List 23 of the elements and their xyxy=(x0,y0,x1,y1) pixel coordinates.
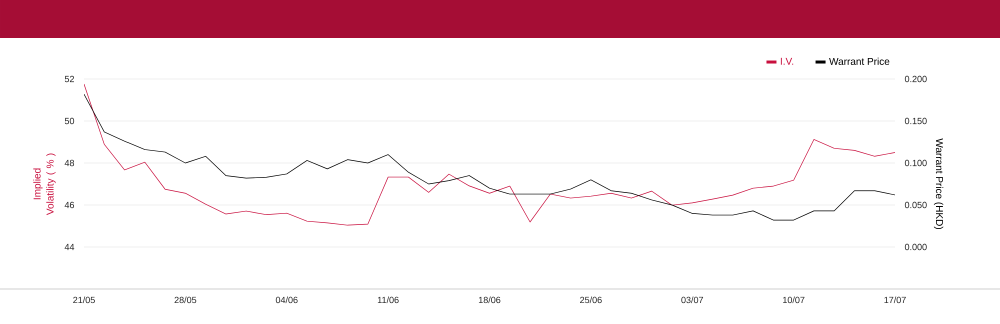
y2-axis-title: Warrant Price (HKD) xyxy=(934,138,944,230)
y2-tick-label: 0.200 xyxy=(904,76,927,82)
y2-tick-label: 0.050 xyxy=(904,202,927,208)
y2-tick-label: 0.150 xyxy=(904,118,927,124)
y-tick-label: 44 xyxy=(64,244,74,250)
x-tick-label: 21/05 xyxy=(73,296,95,304)
x-tick-label: 04/06 xyxy=(276,296,298,304)
legend-label: I.V. xyxy=(780,58,794,65)
y2-tick-label: 0.000 xyxy=(904,244,927,250)
y-tick-label: 48 xyxy=(64,160,74,166)
y-tick-label: 52 xyxy=(64,76,74,82)
y-tick-label: 46 xyxy=(64,202,74,208)
x-tick-label: 28/05 xyxy=(174,296,196,304)
x-tick-label: 25/06 xyxy=(580,296,602,304)
y2-tick-label: 0.100 xyxy=(904,160,927,166)
legend-label: Warrant Price xyxy=(829,58,890,65)
x-tick-label: 03/07 xyxy=(681,296,704,304)
x-tick-label: 18/06 xyxy=(478,296,500,304)
x-tick-label: 10/07 xyxy=(783,296,804,304)
y-axis-title: Implied Volatility ( % ) xyxy=(33,154,56,216)
x-tick-label: 17/07 xyxy=(884,296,906,304)
y-tick-label: 50 xyxy=(64,118,74,124)
x-tick-label: 11/06 xyxy=(378,296,399,304)
